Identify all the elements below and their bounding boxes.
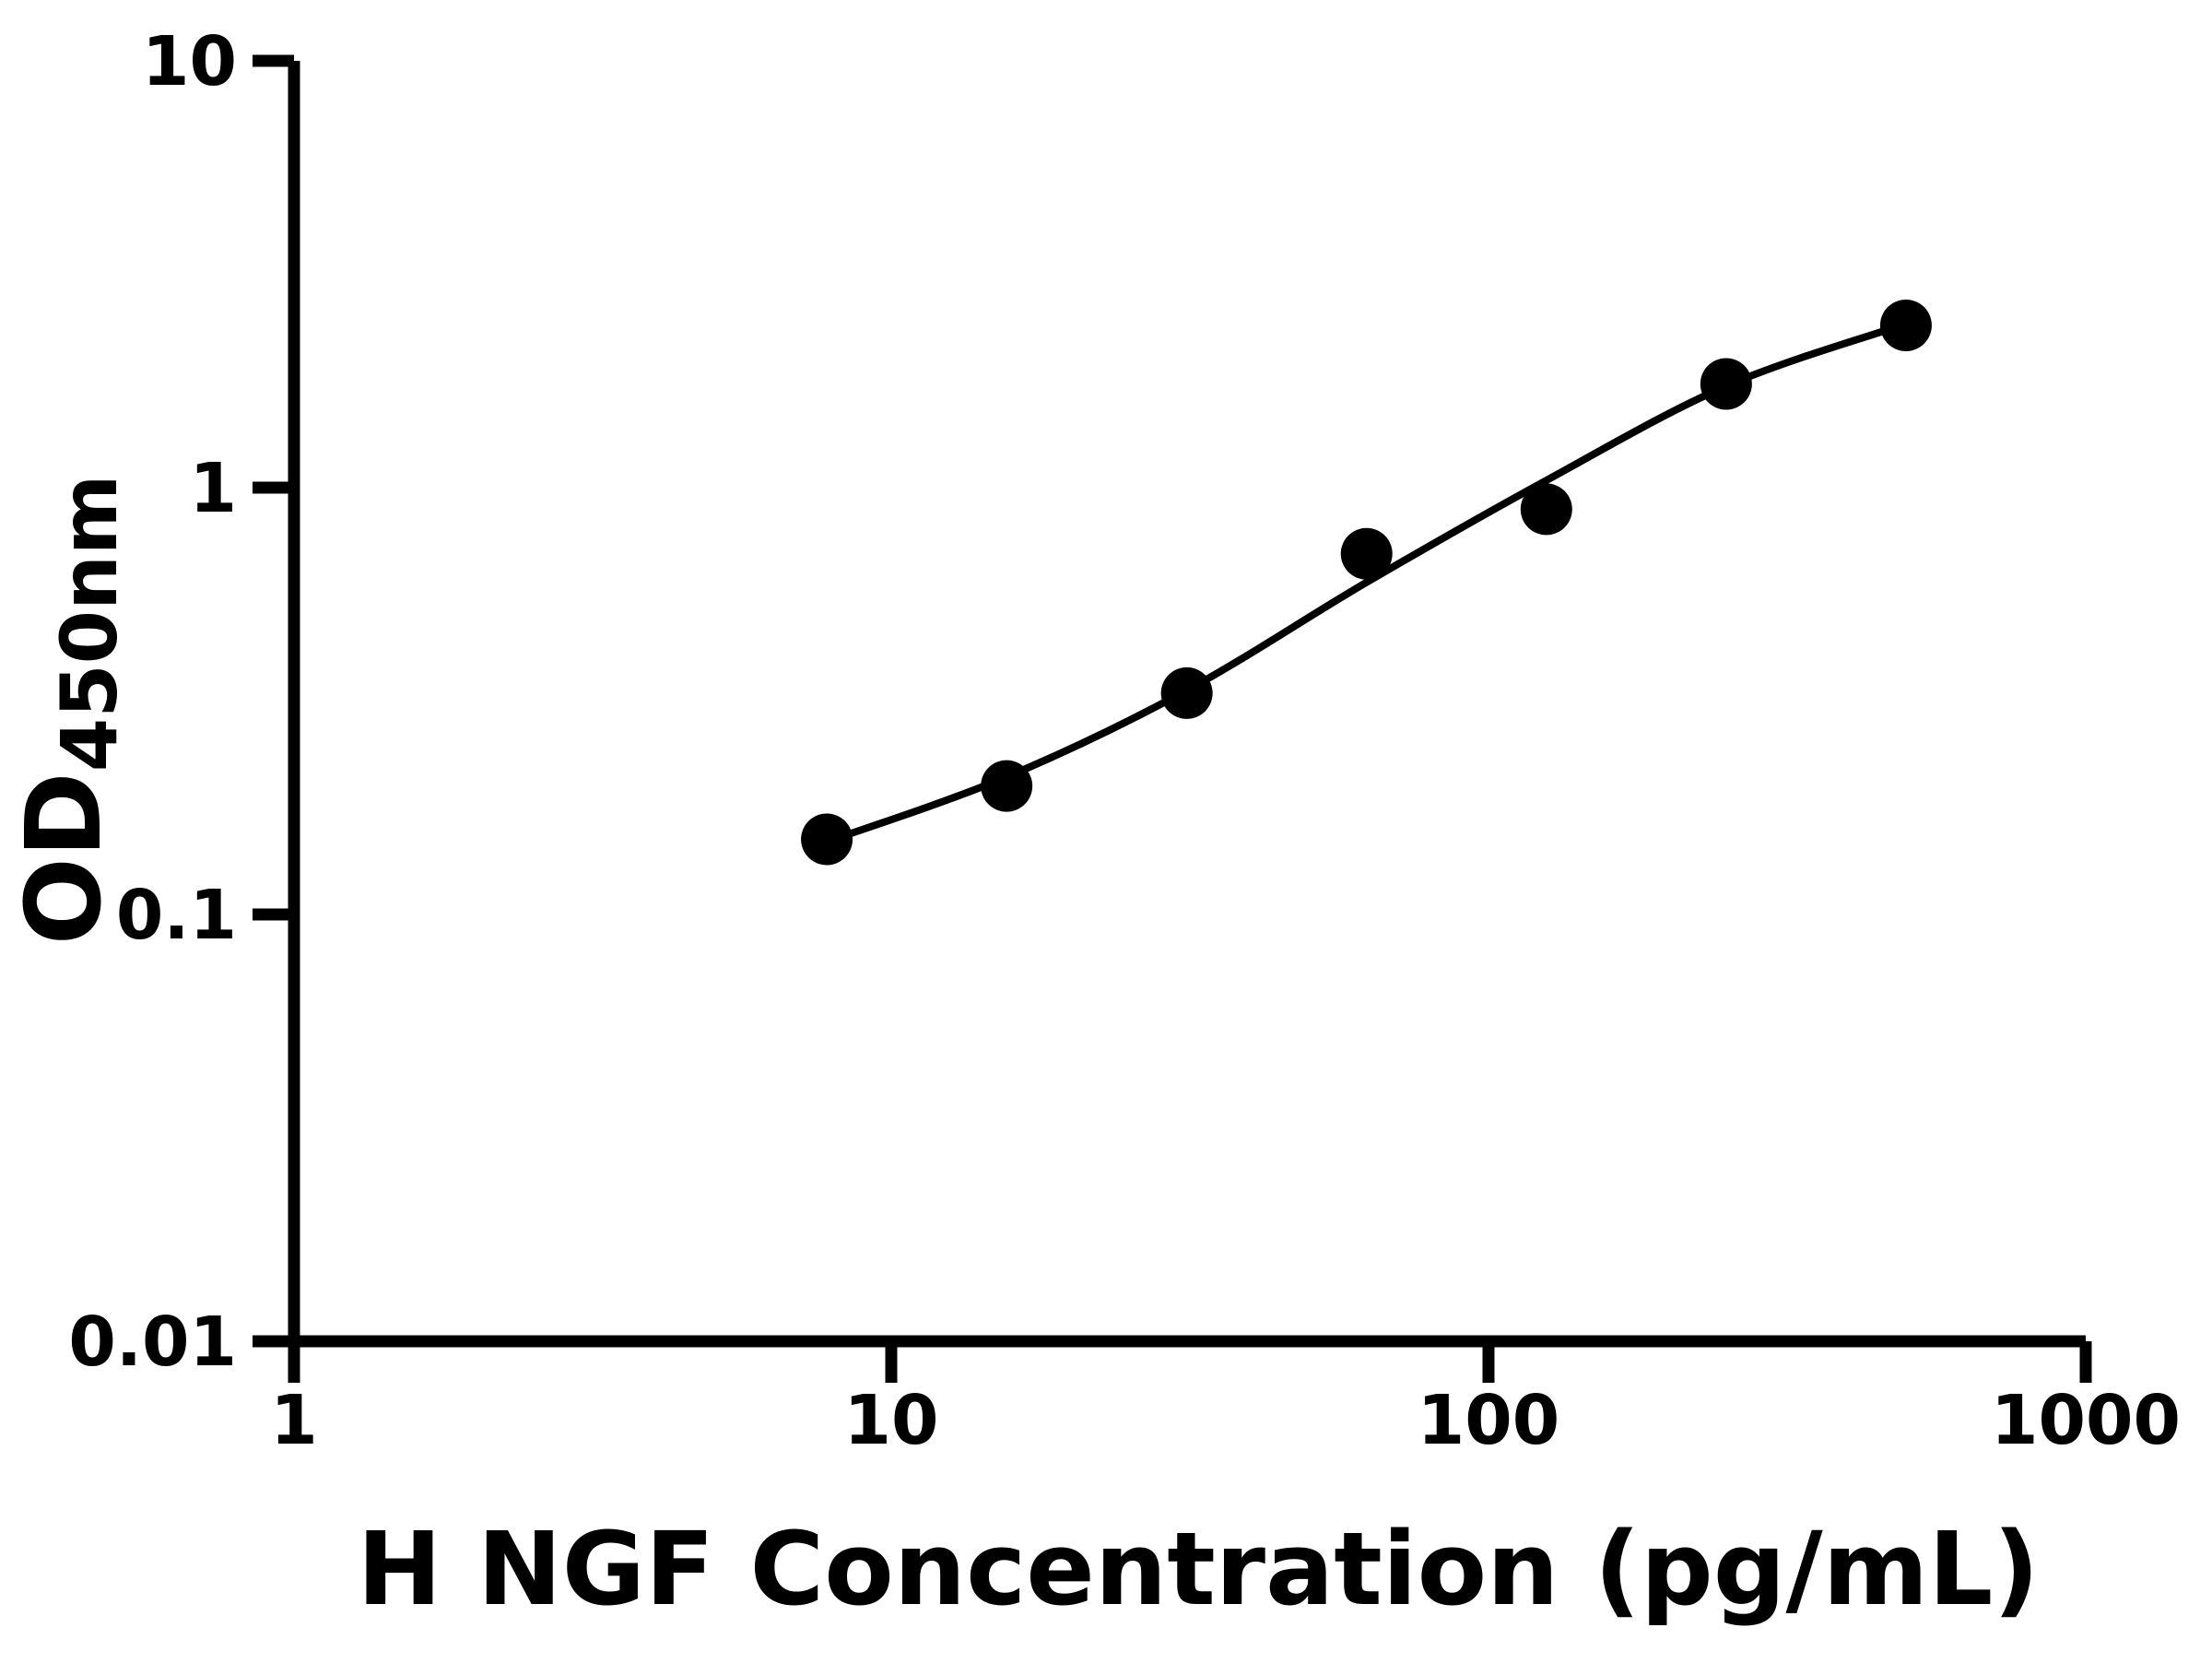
y-tick-label: 0.1 [116,876,237,955]
y-axis-title-main: OD [5,772,124,945]
data-point [1520,483,1572,536]
data-point [1700,358,1752,410]
x-axis-title: H NGF Concentration (pg/mL) [357,1510,2039,1628]
y-axis-title: OD450nm [5,475,135,946]
y-tick-label: 0.01 [68,1303,237,1382]
y-tick-label: 10 [142,22,237,101]
data-point [981,760,1033,812]
data-point [1160,666,1213,719]
data-point [801,813,853,866]
x-tick-label: 100 [1418,1381,1559,1460]
x-tick-label: 1000 [1991,1381,2181,1460]
data-point [1879,299,1932,351]
data-point [1340,527,1393,580]
x-tick-label: 10 [844,1381,939,1460]
y-tick-label: 1 [190,449,238,528]
x-tick-label: 1 [270,1381,318,1460]
y-axis-title-subscript: 450nm [44,475,135,773]
